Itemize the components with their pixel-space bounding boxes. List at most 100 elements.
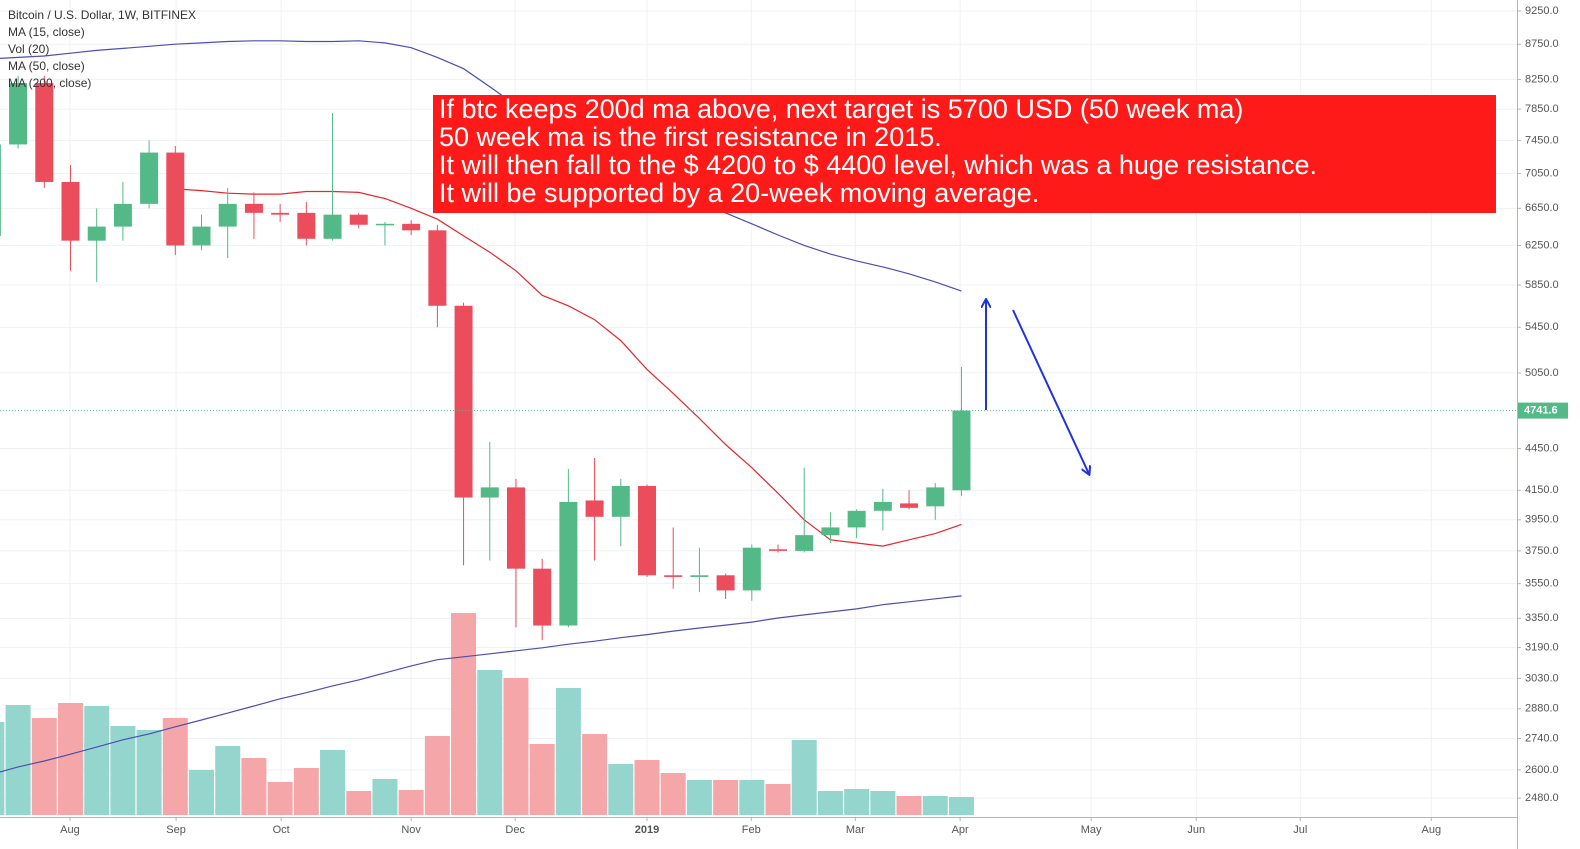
y-tick-label: 2880.0 (1525, 703, 1559, 715)
volume-bar (922, 796, 948, 815)
arrow-down (1012, 309, 1089, 474)
volume-bar (424, 736, 450, 815)
candle-body (166, 152, 185, 246)
candle-body (795, 535, 814, 551)
candle-body (0, 144, 1, 236)
y-tick-label: 7050.0 (1525, 167, 1559, 179)
ma-line (0, 595, 962, 773)
plot-area (0, 40, 1517, 815)
y-tick-label: 5850.0 (1525, 279, 1559, 291)
volume-bar (451, 613, 477, 815)
legend-entry: MA (50, close) (8, 59, 85, 73)
x-tick-label: Apr (952, 824, 969, 836)
candle-body (218, 203, 237, 227)
volume-bar (320, 750, 346, 815)
volume-bar (84, 706, 110, 815)
candle-body (87, 226, 106, 241)
y-tick-label: 7850.0 (1525, 103, 1559, 115)
candle-body (873, 501, 892, 511)
candle-body (454, 305, 473, 498)
volume-bar (5, 705, 31, 815)
candle-body (349, 214, 368, 225)
y-tick-label: 3190.0 (1525, 641, 1559, 653)
volume-bar (896, 796, 922, 815)
candle-body (35, 83, 54, 182)
volume-bar (162, 718, 188, 815)
y-tick-label: 7450.0 (1525, 134, 1559, 146)
x-tick-label: Oct (273, 824, 290, 836)
x-tick-label: Aug (1422, 824, 1442, 836)
annotation-line: It will be supported by a 20-week moving… (439, 178, 1039, 208)
y-tick-label: 8750.0 (1525, 38, 1559, 50)
candle-body (926, 487, 945, 507)
x-tick-label: Dec (505, 824, 525, 836)
volume-bar (136, 730, 162, 815)
x-tick-label: 2019 (635, 824, 659, 836)
volume-bar (634, 760, 660, 815)
candle-body (533, 568, 552, 626)
volume-bar (31, 718, 57, 815)
volume-bar (791, 740, 817, 815)
legend-entry: MA (200, close) (8, 76, 91, 90)
candle-body (716, 575, 735, 591)
annotation-line: It will then fall to the $ 4200 to $ 440… (439, 150, 1317, 180)
volume-bar (372, 779, 398, 815)
legend-entry: MA (15, close) (8, 25, 85, 39)
volume-bar (608, 764, 634, 815)
volume-bar (503, 678, 529, 815)
y-tick-label: 3350.0 (1525, 612, 1559, 624)
y-tick-label: 4150.0 (1525, 484, 1559, 496)
legend-title: Bitcoin / U.S. Dollar, 1W, BITFINEX (8, 8, 196, 22)
volume-bar (241, 758, 267, 815)
candle-body (664, 575, 683, 577)
x-tick-label: Nov (401, 824, 421, 836)
candle-body (428, 230, 447, 306)
candle-body (402, 223, 421, 231)
volume-bar (686, 780, 712, 815)
volume-bar (189, 770, 215, 815)
volume-bar (739, 780, 765, 815)
candle-body (375, 223, 394, 226)
candle-body (192, 226, 211, 246)
volume-bar (398, 790, 424, 815)
x-tick-label: Mar (846, 824, 865, 836)
candle-body (559, 501, 578, 626)
last-price-box (1518, 402, 1568, 419)
candle-body (637, 485, 656, 576)
overlay: If btc keeps 200d ma above, next target … (0, 0, 1518, 849)
candle-body (323, 214, 342, 239)
y-tick-label: 5450.0 (1525, 321, 1559, 333)
y-tick-label: 2600.0 (1525, 764, 1559, 776)
candle-body (821, 527, 840, 536)
candle-body (297, 212, 316, 239)
volume-bar (110, 726, 136, 815)
volume-bar (713, 780, 739, 815)
candle-body (900, 503, 919, 508)
candle-body (742, 547, 761, 591)
axes: 2480.0 2600.0 2740.0 2880.0 3030.0 3190.0 3350… (60, 5, 1568, 836)
x-tick-label: Aug (60, 824, 80, 836)
y-tick-label: 2740.0 (1525, 732, 1559, 744)
volume-bar (844, 789, 870, 815)
candle-body (847, 510, 866, 528)
candle-body (113, 203, 132, 227)
volume-bar (293, 768, 319, 815)
y-tick-label: 5050.0 (1525, 367, 1559, 379)
x-tick-label: Jun (1187, 824, 1205, 836)
last-price-label: 4741.6 (1524, 404, 1558, 416)
annotation-line: 50 week ma is the first resistance in 20… (439, 122, 942, 152)
annotation-line: If btc keeps 200d ma above, next target … (439, 94, 1243, 124)
candle-body (61, 181, 80, 241)
volume-bar (582, 734, 608, 815)
y-tick-label: 8250.0 (1525, 73, 1559, 85)
x-tick-label: Feb (742, 824, 761, 836)
x-tick-label: Jul (1293, 824, 1307, 836)
y-tick-label: 9250.0 (1525, 5, 1559, 17)
candle-body (952, 410, 971, 491)
y-tick-label: 6650.0 (1525, 202, 1559, 214)
volume-bar (870, 791, 896, 815)
y-tick-label: 3950.0 (1525, 514, 1559, 526)
candle-body (140, 152, 159, 204)
y-tick-label: 3750.0 (1525, 545, 1559, 557)
